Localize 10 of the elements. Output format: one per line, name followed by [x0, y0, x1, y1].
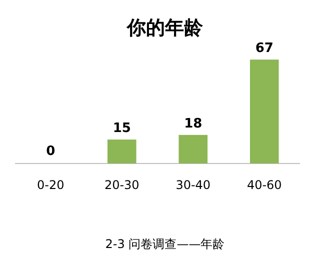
data-label: 15	[112, 120, 131, 136]
x-tick-label: 40-60	[246, 178, 282, 192]
text: 2-3 问卷调查——年龄	[105, 237, 225, 251]
data-label: 18	[184, 116, 202, 132]
data-label: 0	[46, 144, 56, 159]
x-tick-label: 20-30	[104, 178, 140, 192]
data-label: 67	[255, 41, 274, 56]
x-tick-label: 30-40	[176, 178, 211, 192]
chart-title: 你的年龄	[126, 17, 204, 39]
x-tick-label: 0-20	[37, 178, 64, 192]
